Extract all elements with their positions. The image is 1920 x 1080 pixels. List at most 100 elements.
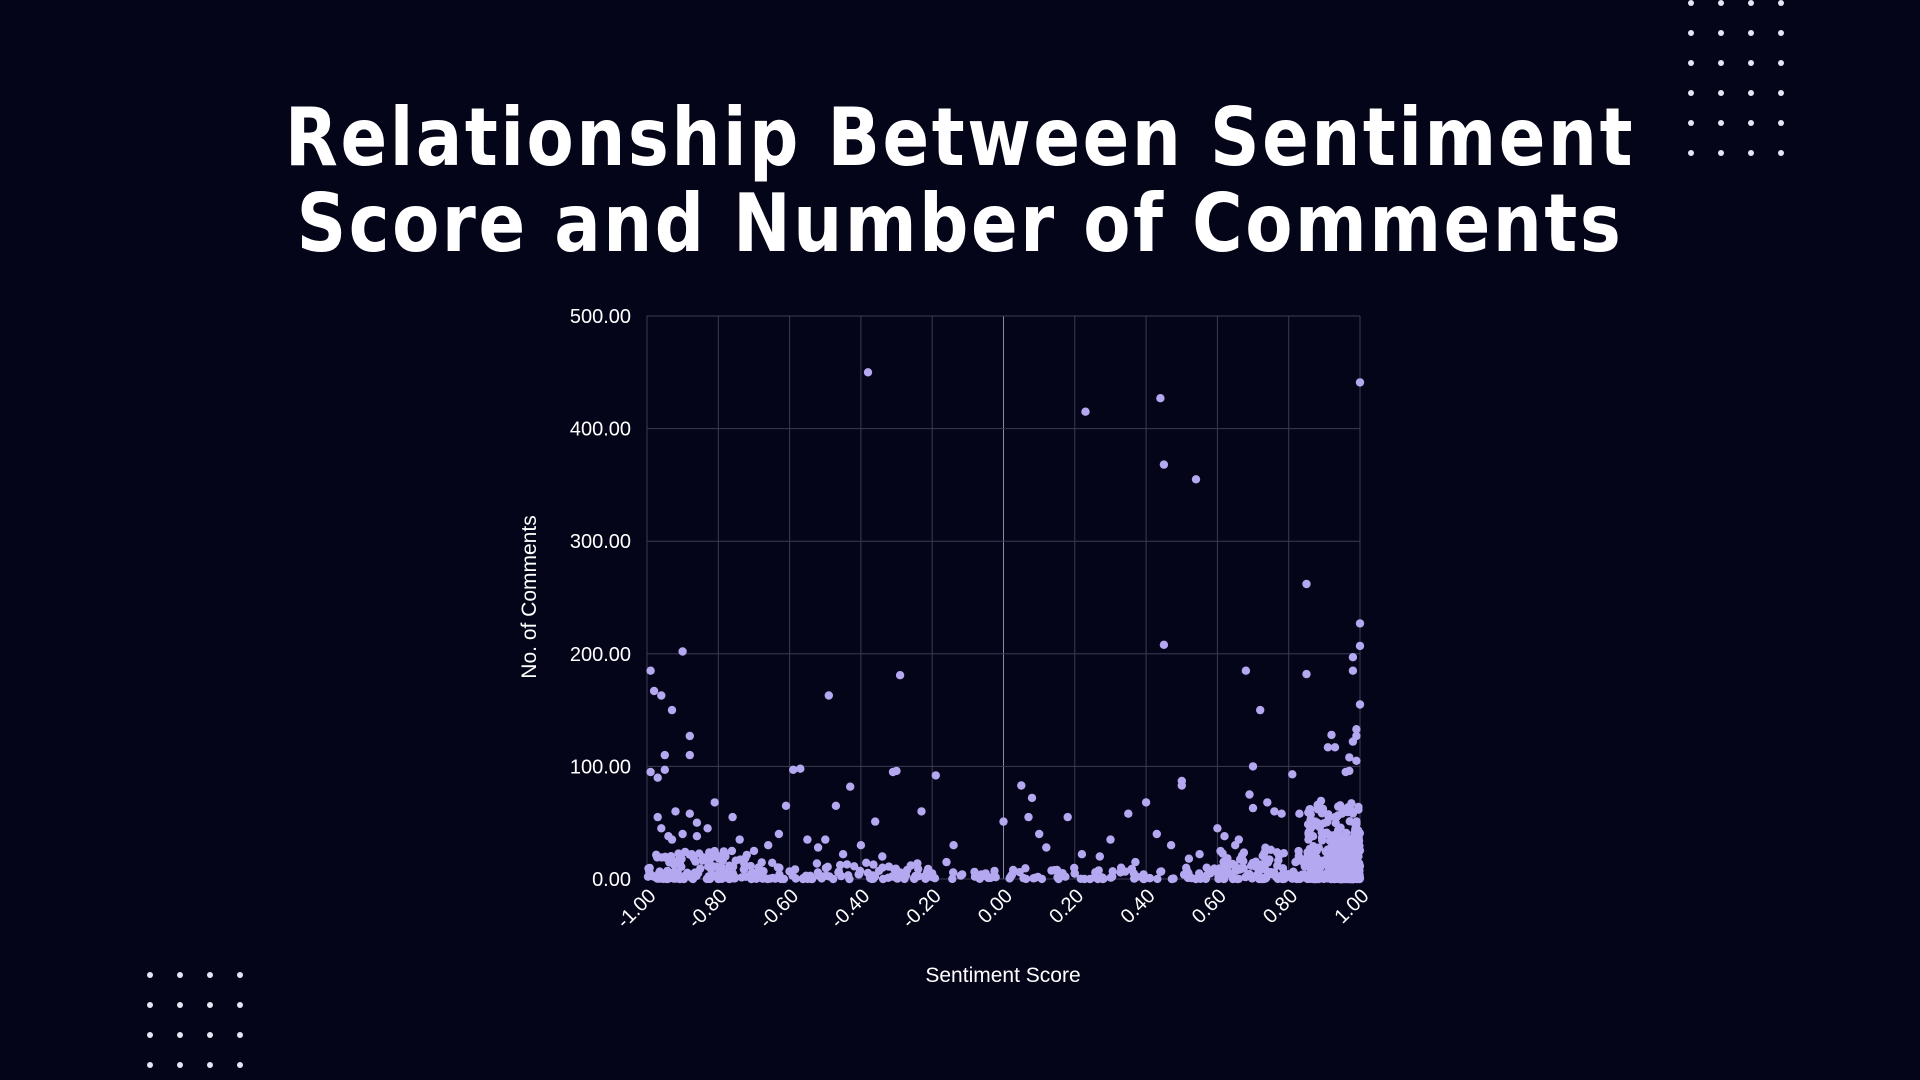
x-tick-label: -1.00: [613, 885, 661, 933]
data-point: [1063, 812, 1072, 822]
data-point: [1177, 781, 1187, 790]
data-point: [1256, 705, 1265, 715]
data-point: [1318, 829, 1327, 838]
data-point: [1213, 824, 1222, 833]
data-point: [687, 871, 696, 880]
data-point: [1017, 781, 1026, 790]
x-tick-label: 1.00: [1330, 885, 1373, 928]
data-point: [646, 767, 655, 777]
data-point: [846, 782, 855, 791]
data-point: [1159, 460, 1169, 469]
data-point: [1106, 873, 1116, 882]
data-point: [1248, 762, 1258, 771]
x-tick-label: -0.80: [684, 885, 732, 933]
data-point: [660, 765, 669, 774]
data-point: [1157, 867, 1166, 876]
data-point: [1263, 798, 1272, 807]
x-tick-label: 0.20: [1045, 885, 1088, 928]
data-point: [1352, 819, 1361, 828]
data-point: [1098, 873, 1107, 882]
data-point: [671, 807, 680, 816]
data-point: [1310, 860, 1320, 869]
data-point: [678, 829, 687, 839]
data-point: [725, 862, 735, 871]
data-point: [685, 750, 694, 760]
data-point: [1005, 874, 1014, 883]
data-point: [662, 874, 672, 884]
data-point: [666, 852, 676, 861]
data-point: [834, 868, 843, 877]
data-point: [692, 818, 702, 827]
data-point: [798, 874, 808, 884]
x-tick-label: -0.40: [827, 885, 875, 933]
data-point: [1248, 803, 1258, 813]
data-point: [1289, 873, 1298, 883]
data-point: [746, 861, 755, 871]
data-point: [1159, 640, 1169, 649]
data-point: [1346, 848, 1356, 857]
data-point: [781, 801, 791, 810]
data-point: [742, 850, 751, 860]
data-point: [1315, 823, 1324, 832]
data-point: [1348, 666, 1358, 675]
data-point: [1261, 865, 1270, 874]
data-point: [1347, 799, 1356, 808]
data-point: [699, 853, 708, 862]
data-point: [1324, 813, 1333, 823]
data-point: [1288, 770, 1297, 779]
data-point: [1230, 861, 1239, 870]
data-point: [825, 872, 834, 881]
data-point: [749, 846, 759, 856]
data-point: [679, 874, 689, 884]
data-point: [884, 862, 894, 871]
data-point: [1334, 855, 1344, 865]
data-point: [737, 873, 746, 882]
data-point: [653, 812, 662, 822]
data-point: [1305, 805, 1314, 814]
data-point: [869, 860, 878, 869]
data-point: [813, 843, 823, 852]
data-point: [1169, 874, 1178, 883]
data-point: [692, 832, 702, 841]
data-point: [1355, 641, 1365, 651]
data-point: [986, 873, 995, 883]
data-point: [1053, 873, 1062, 882]
data-point: [1095, 852, 1105, 861]
data-point: [1076, 874, 1086, 883]
data-point: [1241, 666, 1251, 675]
data-point: [1153, 874, 1162, 884]
x-tick-label: -0.20: [898, 885, 946, 933]
data-point: [1035, 829, 1044, 839]
data-point: [1291, 857, 1300, 867]
data-point: [990, 866, 999, 876]
data-point: [710, 798, 719, 807]
data-point: [942, 857, 951, 867]
data-point: [1355, 619, 1365, 628]
data-point: [703, 824, 712, 833]
data-point: [657, 824, 666, 833]
data-point: [1191, 874, 1201, 884]
data-point: [779, 874, 789, 884]
data-point: [949, 841, 958, 850]
data-point: [836, 860, 845, 870]
data-point: [1342, 870, 1351, 879]
y-tick-label: 500.00: [570, 306, 631, 328]
data-point: [1124, 809, 1133, 818]
chart-title-line-2: Score and Number of Comments: [296, 177, 1624, 270]
data-point: [1352, 756, 1361, 765]
data-point: [1090, 873, 1099, 882]
data-point: [685, 731, 694, 741]
data-point: [1340, 840, 1349, 849]
data-point: [1355, 700, 1365, 709]
data-point: [1330, 743, 1340, 752]
x-tick-label: 0.00: [974, 885, 1017, 928]
data-point: [803, 835, 812, 844]
data-point: [845, 874, 854, 884]
data-point: [1254, 872, 1263, 881]
data-point: [1070, 863, 1079, 873]
data-point: [657, 691, 666, 700]
data-point: [1335, 802, 1345, 811]
data-point: [1348, 737, 1358, 746]
data-point: [1141, 798, 1151, 807]
data-point: [728, 812, 737, 822]
